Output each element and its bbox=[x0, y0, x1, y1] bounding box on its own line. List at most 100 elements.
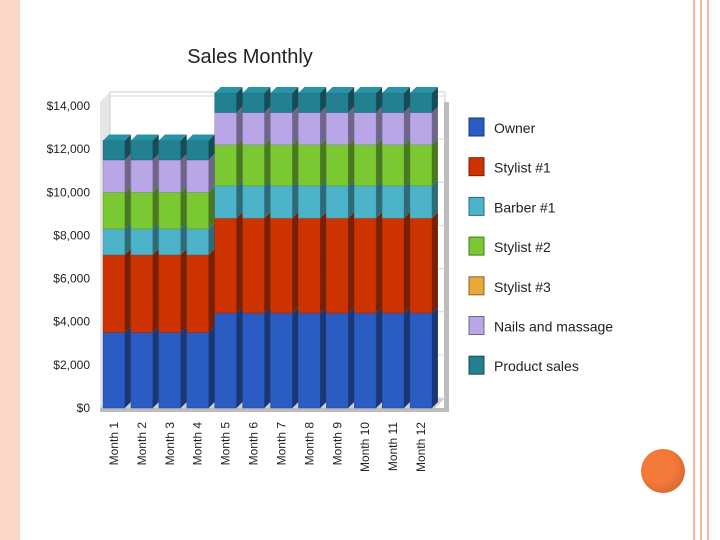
x-tick-label: Month 11 bbox=[386, 422, 400, 471]
bar-segment bbox=[298, 144, 321, 187]
bar-segment-side bbox=[292, 179, 299, 219]
bar-segment-side bbox=[236, 87, 243, 113]
bar-segment bbox=[186, 254, 209, 333]
bar-segment-side bbox=[376, 179, 383, 219]
y-tick-label: $12,000 bbox=[47, 142, 91, 156]
legend-swatch bbox=[468, 157, 485, 177]
bar-segment-side bbox=[124, 153, 131, 193]
bar-segment-side bbox=[208, 134, 215, 160]
bar-segment bbox=[130, 254, 154, 333]
legend-swatch bbox=[468, 316, 485, 335]
bar-segment bbox=[242, 112, 265, 146]
bar-top bbox=[326, 87, 355, 94]
bar-segment-side bbox=[208, 248, 215, 333]
bar-segment-side bbox=[376, 106, 383, 145]
y-tick-label: $6,000 bbox=[53, 272, 90, 286]
legend-label: Stylist #3 bbox=[494, 279, 551, 295]
bar-segment-side bbox=[292, 212, 299, 314]
plot-right-shadow bbox=[444, 102, 449, 408]
bar-segment bbox=[270, 312, 293, 409]
bar-segment bbox=[298, 92, 321, 113]
bar-segment bbox=[381, 144, 405, 187]
bar-segment bbox=[354, 112, 377, 146]
bar-segment-side bbox=[180, 248, 187, 333]
bar-segment bbox=[326, 92, 349, 113]
bar-segment-side bbox=[208, 326, 215, 408]
y-tick-label: $0 bbox=[77, 401, 91, 415]
bar-segment-side bbox=[264, 179, 271, 219]
bar-segment bbox=[354, 185, 377, 219]
bar-segment-side bbox=[404, 138, 411, 186]
bar-segment bbox=[270, 185, 293, 219]
bar-segment bbox=[130, 140, 154, 161]
bar-segment bbox=[102, 192, 126, 230]
right-edge-line bbox=[707, 0, 709, 540]
bar-top bbox=[214, 87, 243, 94]
bar-segment bbox=[270, 217, 293, 314]
bar-segment-side bbox=[236, 106, 243, 145]
bar-segment-side bbox=[208, 186, 215, 229]
bar-segment bbox=[186, 192, 209, 230]
bar-top bbox=[354, 87, 383, 94]
bar-segment bbox=[326, 217, 349, 314]
bar-segment bbox=[158, 159, 181, 193]
bar-segment bbox=[214, 185, 237, 219]
bar-segment bbox=[298, 185, 321, 219]
x-tick-label: Month 6 bbox=[247, 422, 261, 466]
bar-segment bbox=[242, 312, 265, 409]
bar-segment bbox=[354, 312, 377, 409]
bar-segment-side bbox=[152, 326, 159, 408]
bar-segment-side bbox=[348, 179, 355, 219]
bar-segment bbox=[242, 144, 265, 187]
right-edge-line bbox=[700, 0, 702, 540]
bar-segment bbox=[354, 92, 377, 113]
bar-segment-side bbox=[431, 87, 438, 113]
bar-segment bbox=[381, 112, 405, 146]
legend-label: Nails and massage bbox=[494, 319, 613, 335]
bar-segment-side bbox=[320, 307, 327, 408]
bar-segment-side bbox=[431, 106, 438, 145]
bar-segment bbox=[158, 228, 181, 256]
bar-segment bbox=[409, 185, 433, 219]
bar-segment bbox=[130, 192, 154, 230]
bar-segment bbox=[186, 332, 209, 409]
bar-segment-side bbox=[180, 134, 187, 160]
bar-segment-side bbox=[152, 186, 159, 229]
legend-swatch bbox=[468, 276, 485, 296]
bar-segment-side bbox=[404, 307, 411, 408]
bar-segment-side bbox=[431, 307, 438, 408]
bar-segment bbox=[214, 92, 237, 113]
x-tick-label: Month 3 bbox=[163, 422, 177, 466]
bar-segment-side bbox=[292, 138, 299, 186]
bar-segment-side bbox=[431, 138, 438, 186]
bar-segment bbox=[381, 217, 405, 314]
bar-segment-side bbox=[180, 222, 187, 255]
bar-segment-side bbox=[264, 138, 271, 186]
bar-segment bbox=[409, 112, 433, 146]
legend-swatch bbox=[468, 355, 485, 375]
x-tick-label: Month 12 bbox=[414, 422, 428, 472]
bar-segment bbox=[158, 254, 181, 333]
bar-segment-side bbox=[348, 138, 355, 186]
x-tick-label: Month 5 bbox=[219, 422, 233, 466]
bar-top bbox=[158, 134, 187, 141]
bar-segment bbox=[298, 112, 321, 146]
x-tick-label: Month 7 bbox=[274, 422, 288, 466]
bar-segment-side bbox=[376, 87, 383, 113]
x-tick-label: Month 10 bbox=[358, 422, 372, 472]
x-tick-label: Month 2 bbox=[135, 422, 149, 466]
left-edge-stripe bbox=[0, 0, 20, 540]
legend-label: Stylist #1 bbox=[494, 160, 551, 176]
bar-segment bbox=[158, 192, 181, 230]
bar-segment-side bbox=[124, 248, 131, 333]
bar-segment-side bbox=[320, 87, 327, 113]
bar-segment-side bbox=[320, 106, 327, 145]
bar-segment-side bbox=[124, 186, 131, 229]
bar-segment bbox=[102, 140, 126, 161]
y-tick-label: $4,000 bbox=[53, 315, 90, 329]
bar-top bbox=[242, 87, 271, 94]
bar-top bbox=[382, 87, 411, 94]
bar-segment-side bbox=[236, 307, 243, 408]
x-tick-label: Month 8 bbox=[302, 422, 316, 466]
